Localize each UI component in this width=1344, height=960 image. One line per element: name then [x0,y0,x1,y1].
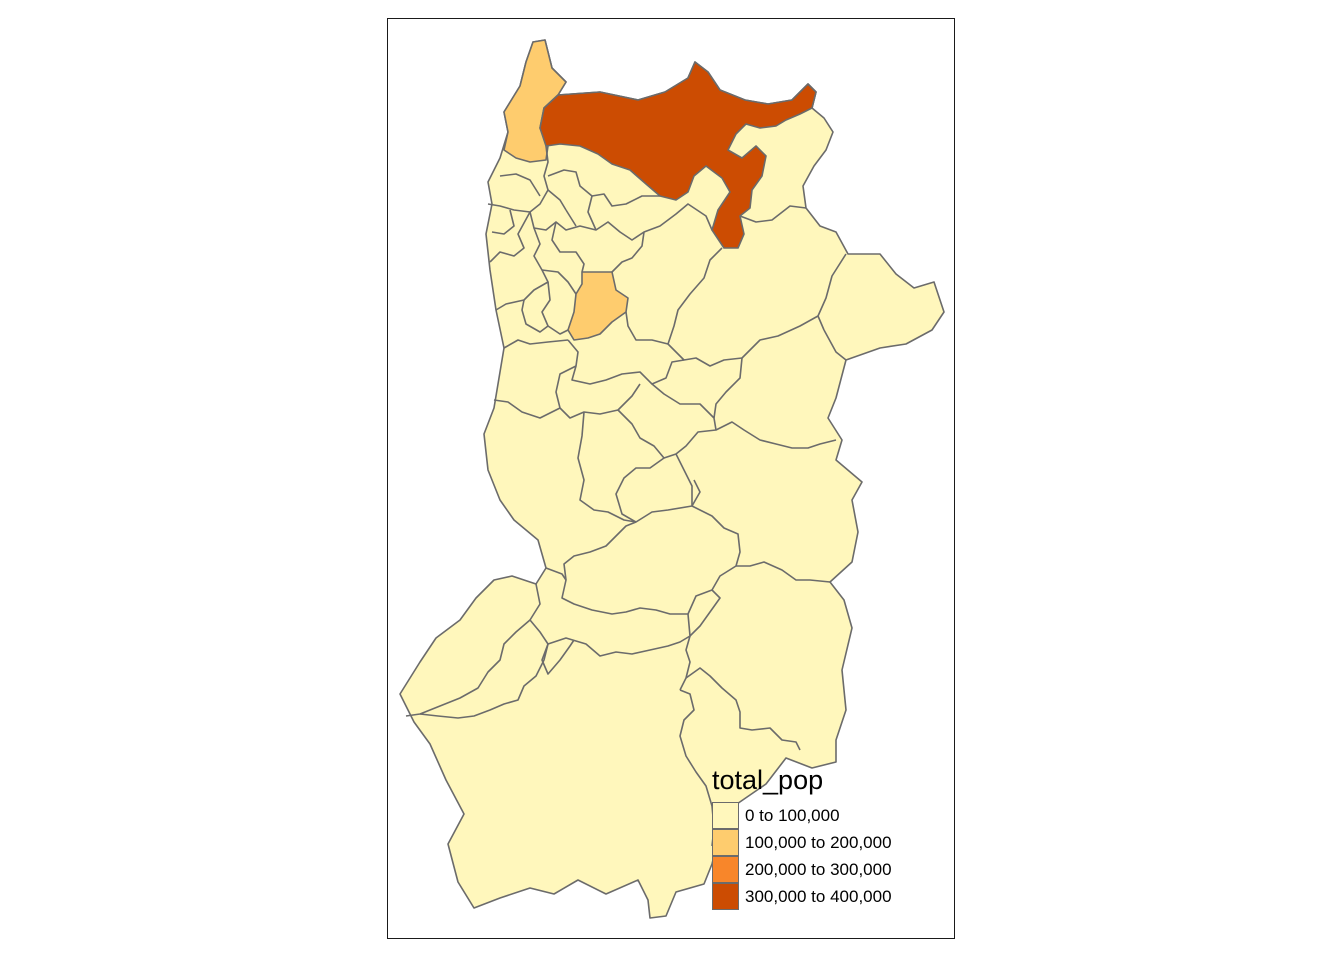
region-central-city [567,271,629,341]
legend-item: 0 to 100,000 [712,802,932,829]
legend-item: 100,000 to 200,000 [712,829,932,856]
legend-swatch-100k-200k [712,829,739,856]
region-northern-city [539,61,817,249]
legend-swatch-200k-300k [712,856,739,883]
legend-swatch-0-100k [712,802,739,829]
legend-label: 300,000 to 400,000 [745,886,892,906]
region-northwest-strip [503,39,567,163]
legend-label: 100,000 to 200,000 [745,832,892,852]
map-legend: total_pop 0 to 100,000 100,000 to 200,00… [712,762,932,910]
legend-title: total_pop [712,765,824,795]
legend-label: 0 to 100,000 [745,805,840,825]
legend-item: 200,000 to 300,000 [712,856,932,883]
legend-swatch-300k-400k [712,883,739,910]
legend-label: 200,000 to 300,000 [745,859,892,879]
municipal-boundaries [405,145,847,847]
legend-item: 300,000 to 400,000 [712,883,932,910]
